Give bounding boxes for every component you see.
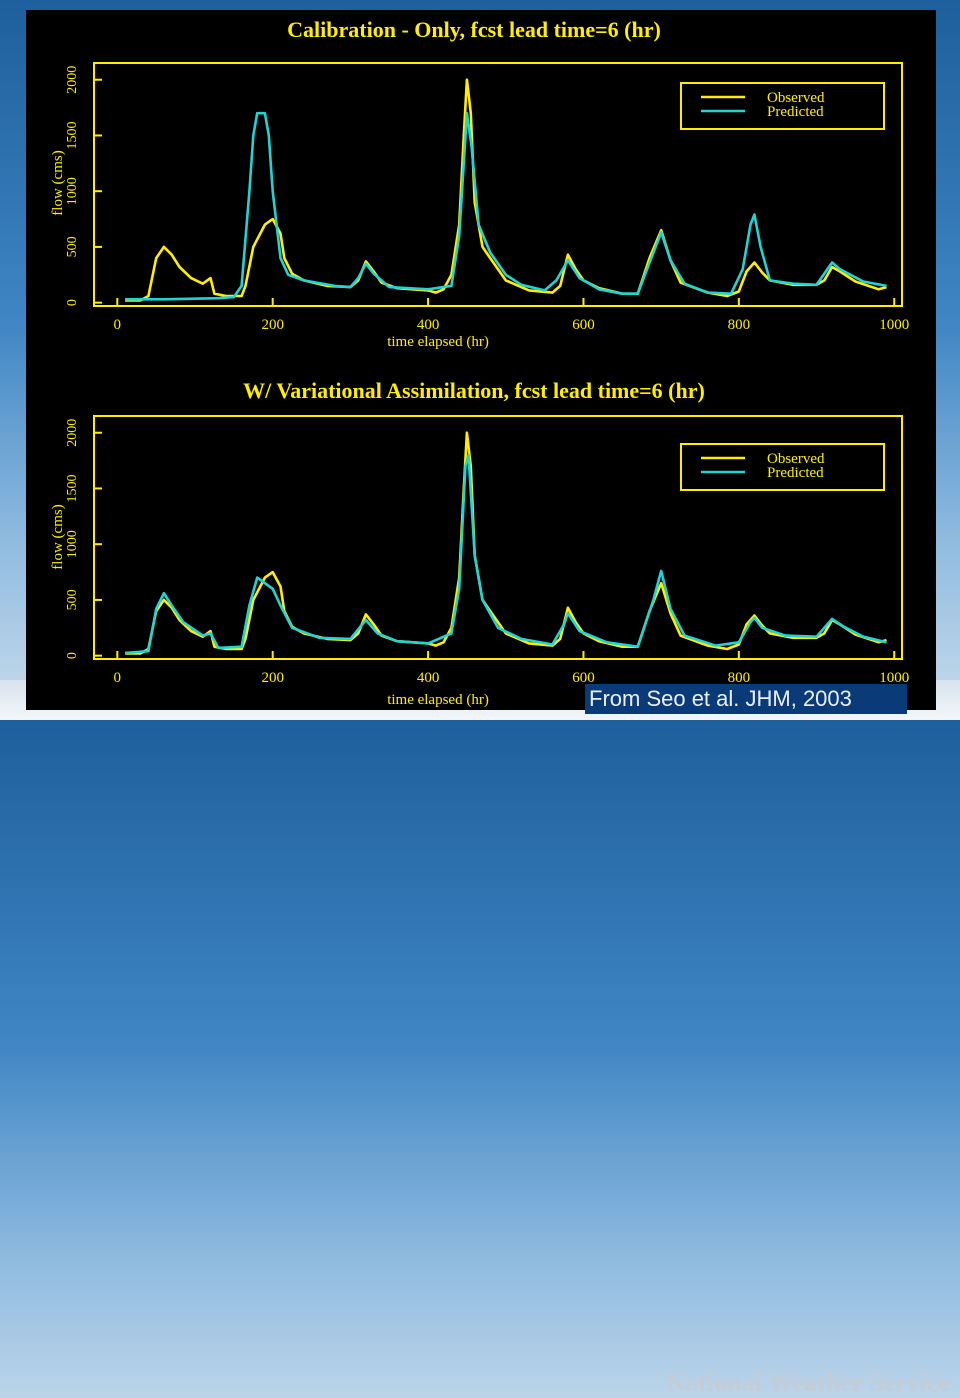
plot-frame — [93, 415, 903, 660]
chart-2: W/ Variational Assimilation, fcst lead t… — [50, 378, 909, 708]
legend-box — [680, 82, 885, 130]
x-tick-label: 200 — [261, 317, 284, 333]
legend-label: Observed — [767, 451, 825, 467]
slide-background — [0, 0, 26, 720]
watermark-text: National Weather Service — [666, 1368, 950, 1397]
x-tick-label: 600 — [572, 317, 595, 333]
legend-box — [680, 443, 885, 491]
chart-title: W/ Variational Assimilation, fcst lead t… — [243, 378, 705, 403]
x-tick-label: 0 — [114, 317, 122, 333]
x-tick-label: 400 — [417, 317, 440, 333]
y-tick-label: 1500 — [65, 121, 80, 149]
x-tick-label: 400 — [417, 670, 440, 686]
legend-label: Observed — [767, 90, 825, 106]
y-tick-label: 0 — [65, 299, 80, 306]
series-line-predicted — [125, 453, 887, 655]
y-axis-title: flow (cms) — [50, 150, 66, 215]
series-line-predicted — [125, 111, 887, 301]
y-tick-label: 500 — [65, 589, 80, 610]
figure-svg: Calibration - Only, fcst lead time=6 (hr… — [50, 17, 909, 708]
y-tick-label: 500 — [65, 236, 80, 257]
citation-caption: From Seo et al. JHM, 2003 — [585, 684, 907, 714]
x-tick-label: 0 — [114, 670, 122, 686]
x-tick-label: 600 — [572, 670, 595, 686]
x-tick-label: 1000 — [879, 317, 909, 333]
legend-label: Predicted — [767, 465, 824, 481]
chart-1: Calibration - Only, fcst lead time=6 (hr… — [50, 17, 909, 350]
chart-title: Calibration - Only, fcst lead time=6 (hr… — [287, 17, 661, 42]
x-axis-title: time elapsed (hr) — [387, 334, 489, 350]
y-tick-label: 1000 — [65, 530, 80, 558]
y-axis-title: flow (cms) — [50, 504, 66, 569]
x-tick-label: 200 — [261, 670, 284, 686]
y-tick-label: 2000 — [65, 66, 80, 94]
y-tick-label: 0 — [65, 652, 80, 659]
x-tick-label: 800 — [728, 670, 751, 686]
plot-frame — [93, 62, 903, 307]
legend-label: Predicted — [767, 104, 824, 120]
y-tick-label: 2000 — [65, 419, 80, 447]
x-axis-title: time elapsed (hr) — [387, 692, 489, 708]
y-tick-label: 1500 — [65, 474, 80, 502]
y-tick-label: 1000 — [65, 177, 80, 205]
figure-panel: Calibration - Only, fcst lead time=6 (hr… — [26, 10, 936, 710]
x-tick-label: 1000 — [879, 670, 909, 686]
x-tick-label: 800 — [728, 317, 751, 333]
